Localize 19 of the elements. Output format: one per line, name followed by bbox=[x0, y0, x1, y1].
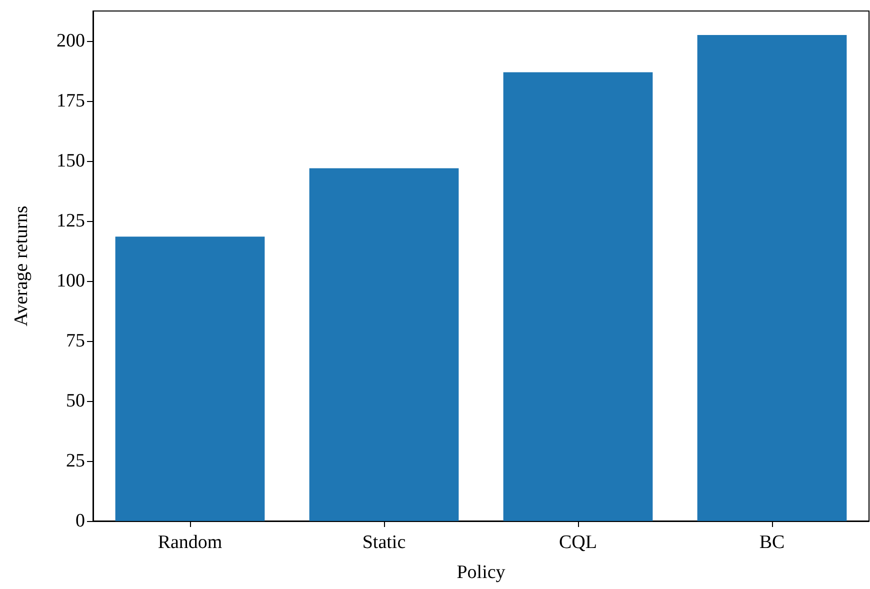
x-tick-label: CQL bbox=[559, 532, 597, 553]
x-tick-label: BC bbox=[759, 532, 785, 553]
y-tick-label: 75 bbox=[66, 330, 85, 352]
bar bbox=[503, 72, 653, 521]
y-tick-label: 175 bbox=[56, 90, 85, 112]
y-tick-label: 200 bbox=[56, 30, 85, 52]
y-tick-label: 50 bbox=[66, 390, 85, 412]
y-tick-label: 0 bbox=[76, 510, 85, 532]
bar bbox=[115, 236, 265, 521]
bar bbox=[697, 35, 847, 521]
y-tick-label: 25 bbox=[66, 450, 85, 472]
y-tick-label: 150 bbox=[56, 150, 85, 172]
bar bbox=[309, 168, 459, 521]
x-tick-label: Static bbox=[362, 532, 406, 553]
x-axis-title: Policy bbox=[456, 562, 506, 583]
y-axis-title: Average returns bbox=[11, 206, 32, 326]
y-tick-label: 100 bbox=[56, 270, 85, 292]
x-tick-label: Random bbox=[158, 532, 222, 553]
y-tick-label: 125 bbox=[56, 210, 85, 232]
